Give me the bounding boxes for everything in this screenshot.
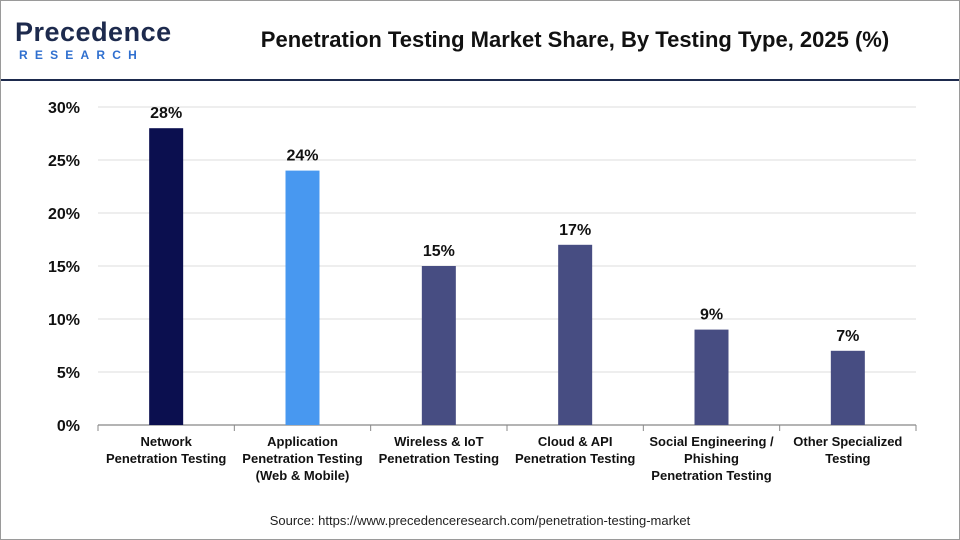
x-tick-label: Application Penetration Testing (Web & Mob… xyxy=(242,434,362,483)
bar xyxy=(694,329,729,425)
x-tick-label: Wireless & IoT Penetration Testing xyxy=(379,434,499,466)
header: Precedence RESEARCH Penetration Testing … xyxy=(1,1,959,79)
data-label: 15% xyxy=(423,243,455,260)
logo-wordmark: Precedence xyxy=(15,17,172,47)
y-tick-label: 20% xyxy=(48,206,80,223)
chart-title: Penetration Testing Market Share, By Tes… xyxy=(260,27,890,52)
bar xyxy=(285,170,320,425)
data-label: 24% xyxy=(286,148,318,165)
header-divider xyxy=(1,79,959,81)
y-tick-label: 10% xyxy=(48,312,80,329)
data-label: 17% xyxy=(559,222,591,239)
data-label: 7% xyxy=(836,328,859,345)
y-tick-label: 30% xyxy=(48,100,80,117)
y-tick-label: 0% xyxy=(57,418,80,435)
source-note: Source: https://www.precedenceresearch.c… xyxy=(269,513,691,528)
bar-chart: 0% 5% 10% 15% 20% 25% 30% 28% Network Penetration… xyxy=(48,100,917,483)
x-tick-label: Network Penetration Testing xyxy=(106,434,226,466)
x-tick-label: Social Engineering / Phishing Penetration … xyxy=(649,434,774,483)
y-tick-label: 15% xyxy=(48,259,80,276)
x-tick-label: Other Specialized Testing xyxy=(793,434,902,466)
logo-subtitle: RESEARCH xyxy=(19,48,144,62)
brand-logo: Precedence RESEARCH xyxy=(13,15,173,65)
data-label: 9% xyxy=(700,307,723,324)
x-tick-label: Cloud & API Penetration Testing xyxy=(515,434,635,466)
bar xyxy=(149,128,184,425)
bar xyxy=(830,350,865,425)
y-tick-label: 25% xyxy=(48,153,80,170)
y-tick-label: 5% xyxy=(57,365,80,382)
bar xyxy=(558,244,593,425)
data-label: 28% xyxy=(150,105,182,122)
bar xyxy=(421,266,456,425)
